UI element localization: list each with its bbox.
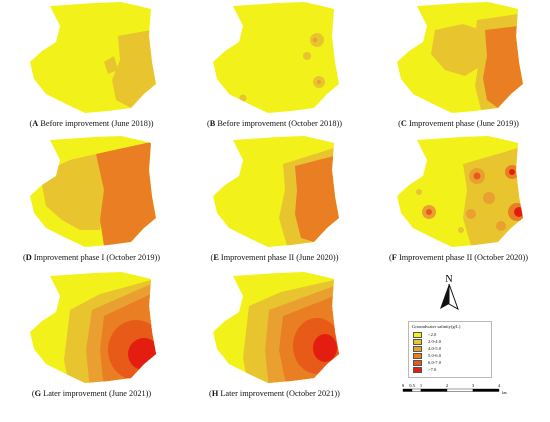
salinity-map-f: [397, 136, 523, 247]
legend-title: Groundwater salinity(g/L): [412, 324, 461, 329]
salinity-map-c: [397, 2, 523, 113]
caption-c: (C Improvement phase (June 2019)): [398, 119, 519, 128]
caption-f: (F Improvement phase II (October 2020)): [389, 253, 528, 262]
svg-text:0: 0: [402, 383, 405, 388]
panel-d: (D Improvement phase I (October 2019)): [0, 134, 183, 274]
panel-e: (E Improvement phase II (June 2020)): [183, 134, 366, 274]
legend-item: 6.0-7.0: [413, 360, 441, 366]
salinity-map-d: [30, 136, 156, 247]
svg-text:3: 3: [472, 383, 475, 388]
legend-swatch: [413, 360, 422, 366]
panel-a: (A Before improvement (June 2018)): [0, 0, 183, 140]
legend-item: 5.0-6.0: [413, 353, 441, 359]
caption-e: (E Improvement phase II (June 2020)): [210, 253, 339, 262]
salinity-map-g: [30, 272, 156, 383]
legend-item: >7.0: [413, 367, 436, 373]
salinity-map-a: [30, 2, 156, 113]
legend-item: <2.0: [413, 332, 436, 338]
scale-bar: 0 0.5 1 2 3 4 km: [402, 383, 507, 395]
panel-f: (F Improvement phase II (October 2020)): [367, 134, 550, 274]
svg-text:1: 1: [420, 383, 422, 388]
svg-text:0.5: 0.5: [409, 383, 415, 388]
caption-h: (H Later improvement (October 2021)): [209, 389, 340, 398]
legend-item: 4.0-5.0: [413, 346, 441, 352]
salinity-map-b: [213, 2, 339, 113]
panel-h: (H Later improvement (October 2021)): [183, 270, 366, 410]
svg-text:2: 2: [446, 383, 448, 388]
caption-b: (B Before improvement (October 2018)): [206, 119, 343, 128]
caption-g: (G Later improvement (June 2021)): [31, 389, 152, 398]
salinity-map-e: [213, 136, 339, 247]
salinity-map-h: [213, 272, 339, 383]
panel-b: (B Before improvement (October 2018)): [183, 0, 366, 140]
svg-text:km: km: [502, 391, 507, 395]
legend-swatch: [413, 339, 422, 345]
panel-c: (C Improvement phase (June 2019)): [367, 0, 550, 140]
salinity-legend: Groundwater salinity(g/L) <2.0 2.0-4.0 4…: [408, 321, 492, 378]
svg-text:N: N: [445, 274, 452, 285]
svg-text:4: 4: [498, 383, 501, 388]
legend-swatch: [413, 367, 422, 373]
legend-swatch: [413, 353, 422, 359]
panel-g: (G Later improvement (June 2021)): [0, 270, 183, 410]
legend-swatch: [413, 346, 422, 352]
legend-item: 2.0-4.0: [413, 339, 441, 345]
north-arrow-icon: N: [440, 274, 459, 311]
caption-d: (D Improvement phase I (October 2019)): [22, 253, 161, 262]
map-legend-area: N Groundwater salinity(g/L) <2.0 2.0-4.0…: [368, 270, 550, 410]
caption-a: (A Before improvement (June 2018)): [29, 119, 154, 128]
legend-swatch: [413, 332, 422, 338]
